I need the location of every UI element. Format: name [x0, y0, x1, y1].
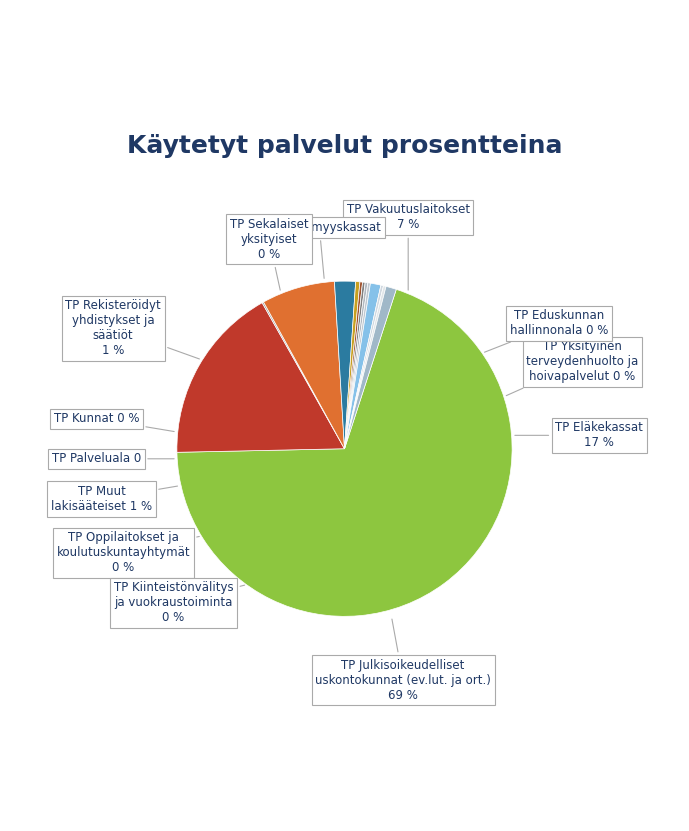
Wedge shape [344, 287, 396, 449]
Title: Käytetyt palvelut prosentteina: Käytetyt palvelut prosentteina [127, 134, 562, 158]
Text: TP Työttömyyskassat: TP Työttömyyskassat [258, 221, 381, 278]
Text: TP Palveluala 0: TP Palveluala 0 [52, 452, 174, 465]
Wedge shape [344, 282, 362, 449]
Wedge shape [334, 281, 356, 449]
Wedge shape [344, 283, 368, 449]
Wedge shape [344, 282, 360, 449]
Text: TP Vakuutuslaitokset
7 %: TP Vakuutuslaitokset 7 % [347, 204, 470, 290]
Wedge shape [262, 302, 344, 449]
Text: TP Oppilaitokset ja
koulutuskuntayhtymät
0 %: TP Oppilaitokset ja koulutuskuntayhtymät… [56, 531, 199, 574]
Text: TP Kiinteistönvälitys
ja vuokraustoiminta
0 %: TP Kiinteistönvälitys ja vuokraustoimint… [114, 582, 245, 624]
Wedge shape [344, 286, 386, 449]
Text: TP Eduskunnan
hallinnonala 0 %: TP Eduskunnan hallinnonala 0 % [484, 309, 608, 352]
Wedge shape [263, 282, 344, 449]
Text: TP Eläkekassat
17 %: TP Eläkekassat 17 % [515, 421, 643, 450]
Wedge shape [177, 289, 512, 617]
Text: TP Sekalaiset
yksityiset
0 %: TP Sekalaiset yksityiset 0 % [229, 218, 309, 290]
Text: TP Yksityinen
terveydenhuolto ja
hoivapalvelut 0 %: TP Yksityinen terveydenhuolto ja hoivapa… [506, 340, 639, 396]
Text: TP Muut
lakisääteiset 1 %: TP Muut lakisääteiset 1 % [51, 485, 178, 513]
Wedge shape [177, 302, 344, 452]
Wedge shape [344, 283, 371, 449]
Text: TP Julkisoikeudelliset
uskontokunnat (ev.lut. ja ort.)
69 %: TP Julkisoikeudelliset uskontokunnat (ev… [316, 619, 491, 701]
Text: TP Kunnat 0 %: TP Kunnat 0 % [54, 412, 174, 431]
Wedge shape [344, 282, 365, 449]
Wedge shape [344, 283, 381, 449]
Text: TP Rekisteröidyt
yhdistykset ja
säätiöt
1 %: TP Rekisteröidyt yhdistykset ja säätiöt … [65, 299, 199, 359]
Wedge shape [344, 285, 384, 449]
